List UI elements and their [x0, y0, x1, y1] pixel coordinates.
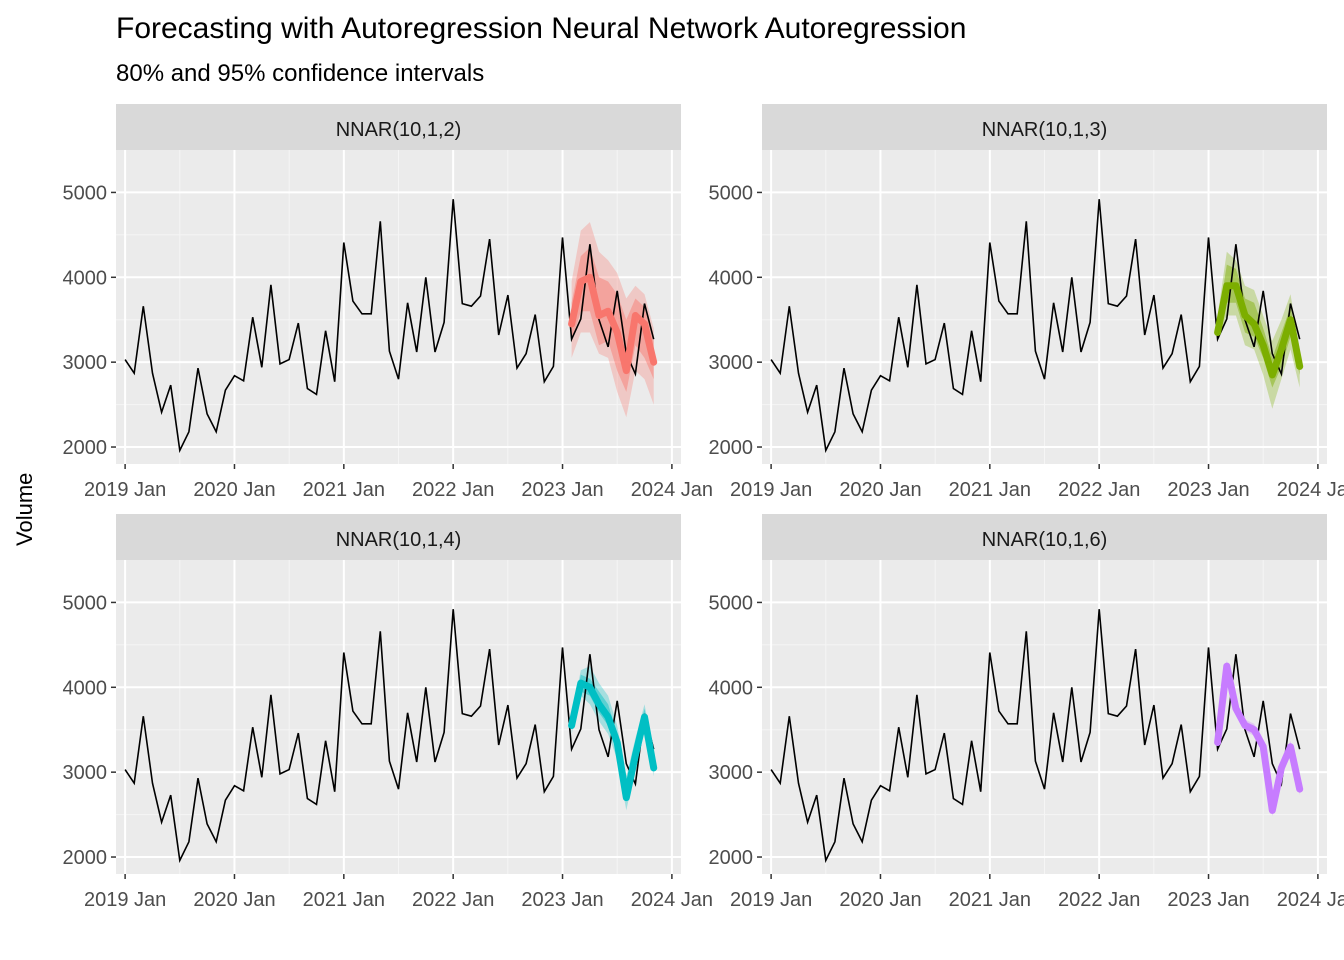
forecast-layer — [124, 609, 658, 864]
history-line — [124, 609, 655, 864]
facet-strip-label: NNAR(10,1,4) — [336, 529, 462, 551]
x-tick-label: 2022 Jan — [1058, 889, 1140, 911]
x-tick-label: 2021 Jan — [303, 479, 385, 501]
chart-subtitle: 80% and 95% confidence intervals — [116, 60, 485, 87]
x-tick-label: 2019 Jan — [84, 889, 166, 911]
x-tick-label: 2023 Jan — [521, 479, 603, 501]
y-tick-label: 3000 — [709, 762, 754, 784]
facet-strip-label: NNAR(10,1,2) — [336, 119, 462, 141]
history-line — [770, 609, 1301, 864]
y-tick-label: 4000 — [709, 267, 754, 289]
x-tick-label: 2019 Jan — [84, 479, 166, 501]
facet-strip-label: NNAR(10,1,3) — [982, 119, 1108, 141]
facet-panel-1: NNAR(10,1,2) 2000 3000 4000 5000 2019 Jan 2020… — [63, 104, 713, 501]
y-tick-label: 2000 — [63, 437, 108, 459]
y-tick-label: 3000 — [63, 762, 108, 784]
facet-strip — [116, 514, 681, 560]
forecast-mean-line — [1214, 662, 1304, 814]
x-tick-label: 2024 Jan — [631, 479, 713, 501]
x-tick-label: 2020 Jan — [839, 479, 921, 501]
y-tick-label: 2000 — [709, 437, 754, 459]
x-tick-label: 2024 Jan — [1277, 889, 1344, 911]
facet-strip — [762, 104, 1327, 150]
history-line — [124, 199, 655, 454]
x-tick-label: 2022 Jan — [412, 889, 494, 911]
x-tick-label: 2021 Jan — [949, 889, 1031, 911]
facet-strip-label: NNAR(10,1,6) — [982, 529, 1108, 551]
y-tick-label: 3000 — [709, 352, 754, 374]
x-tick-label: 2022 Jan — [412, 479, 494, 501]
history-line — [770, 199, 1301, 454]
x-tick-label: 2020 Jan — [193, 479, 275, 501]
x-tick-label: 2022 Jan — [1058, 479, 1140, 501]
x-tick-label: 2019 Jan — [730, 479, 812, 501]
x-tick-label: 2024 Jan — [1277, 479, 1344, 501]
facet-panel-4: NNAR(10,1,6) 2000 3000 4000 5000 2019 Jan 2020… — [709, 514, 1344, 911]
forecast-layer — [124, 199, 658, 454]
y-tick-label: 2000 — [709, 847, 754, 869]
forecast-layer — [770, 609, 1304, 864]
y-tick-label: 3000 — [63, 352, 108, 374]
x-tick-label: 2020 Jan — [193, 889, 275, 911]
y-tick-label: 4000 — [709, 677, 754, 699]
x-tick-label: 2023 Jan — [1167, 479, 1249, 501]
y-tick-label: 5000 — [63, 592, 108, 614]
y-tick-label: 5000 — [709, 592, 754, 614]
x-tick-label: 2021 Jan — [303, 889, 385, 911]
y-tick-label: 2000 — [63, 847, 108, 869]
x-tick-label: 2019 Jan — [730, 889, 812, 911]
facet-strip — [762, 514, 1327, 560]
forecast-mean-line — [568, 679, 658, 802]
facet-strip — [116, 104, 681, 150]
x-tick-label: 2023 Jan — [1167, 889, 1249, 911]
forecast-layer — [770, 199, 1304, 454]
x-tick-label: 2023 Jan — [521, 889, 603, 911]
chart-title: Forecasting with Autoregression Neural N… — [116, 12, 967, 45]
x-tick-label: 2020 Jan — [839, 889, 921, 911]
forecast-mean-line — [568, 273, 658, 375]
facet-panel-2: NNAR(10,1,3) 2000 3000 4000 5000 2019 Jan 2020… — [709, 104, 1344, 501]
facet-panel-3: NNAR(10,1,4) 2000 3000 4000 5000 2019 Jan 2020… — [63, 514, 713, 911]
y-tick-label: 5000 — [63, 182, 108, 204]
y-tick-label: 4000 — [63, 677, 108, 699]
x-tick-label: 2024 Jan — [631, 889, 713, 911]
y-tick-label: 5000 — [709, 182, 754, 204]
y-tick-label: 4000 — [63, 267, 108, 289]
x-tick-label: 2021 Jan — [949, 479, 1031, 501]
forecast-mean-line — [1214, 282, 1304, 379]
